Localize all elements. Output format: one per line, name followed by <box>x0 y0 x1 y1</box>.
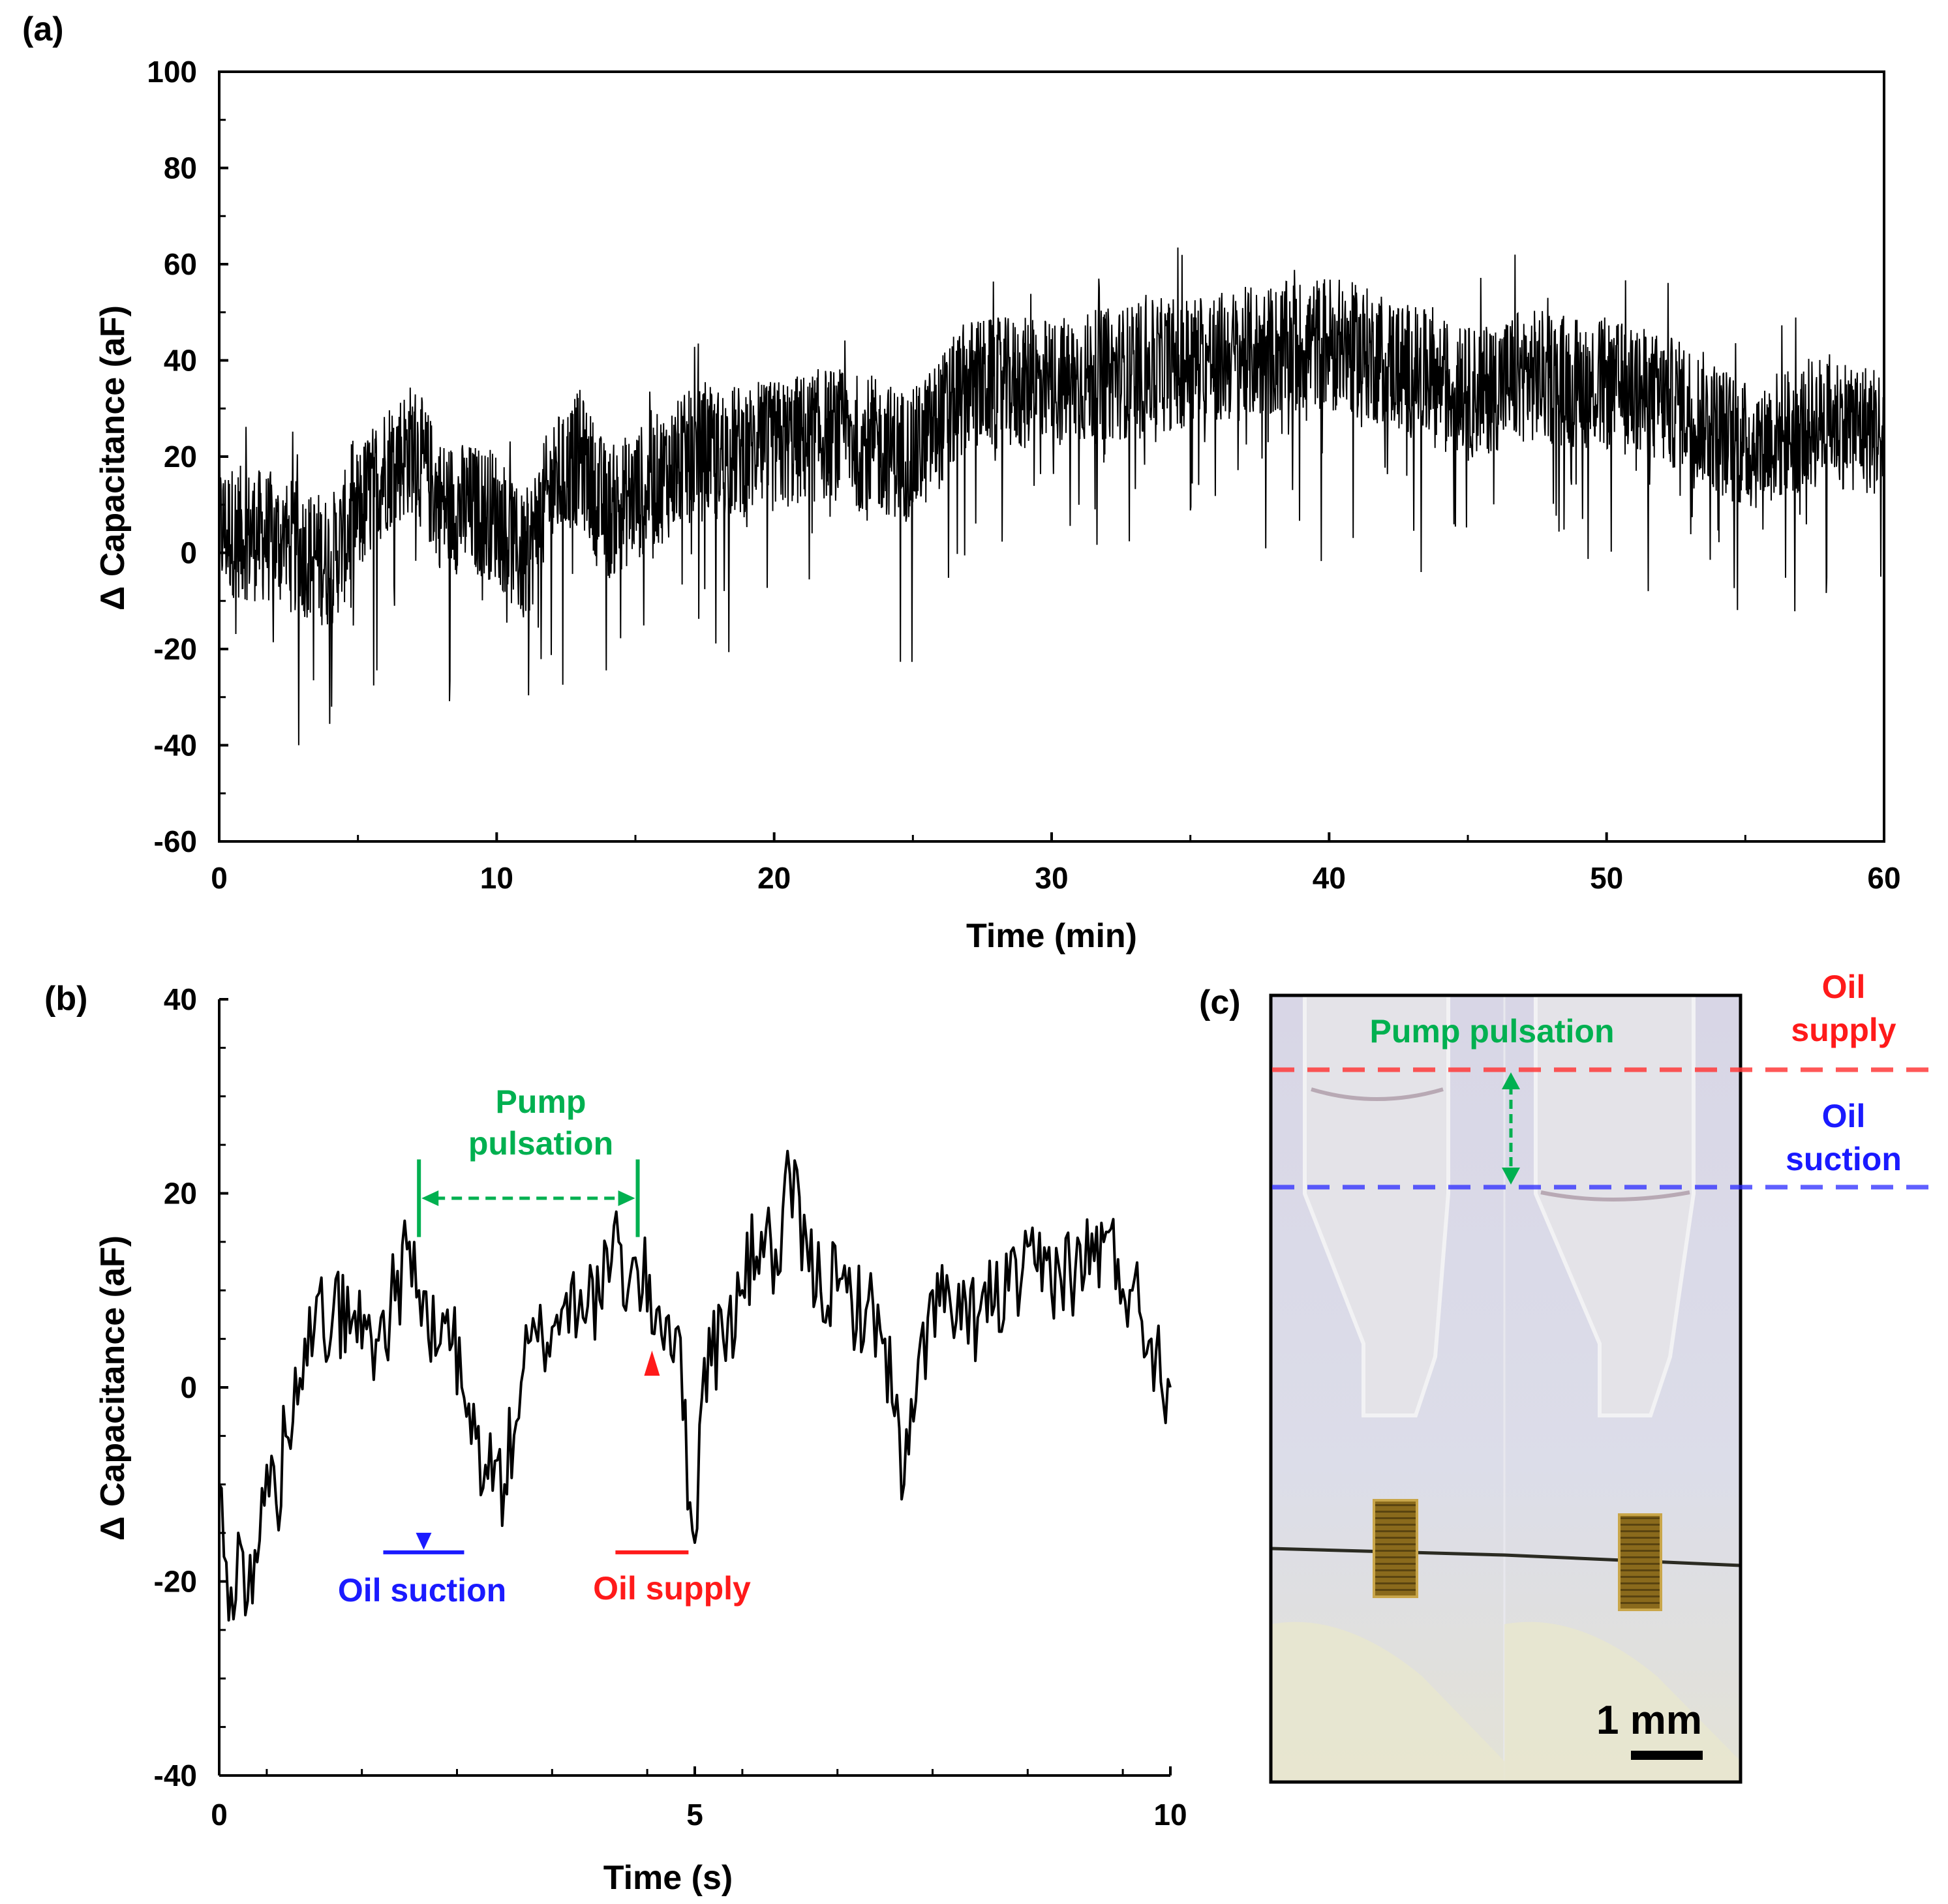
panel-b: (b) 0 5 10 -40 -20 0 20 40 Pump pulsation Oil … <box>44 980 1187 1897</box>
photo-electrode-right <box>1618 1513 1662 1611</box>
panel-b-y-tick: -20 <box>154 1565 197 1599</box>
panel-b-label: (b) <box>44 980 87 1018</box>
photo-frame <box>1269 993 1743 1784</box>
panel-a-x-tick-labels: 0 10 20 30 40 50 60 <box>211 832 1901 895</box>
panel-a-label: (a) <box>22 10 64 48</box>
panel-c-pump-arrowhead-up <box>1502 1072 1520 1089</box>
panel-b-y-tick: 20 <box>164 1177 197 1211</box>
panel-b-y-tick-labels: -40 -20 0 20 40 <box>154 982 228 1792</box>
panel-a-y-tick: 20 <box>164 440 197 474</box>
panel-c-oil-supply-line1: Oil <box>1822 969 1866 1005</box>
scale-bar-label: 1 mm <box>1596 1698 1702 1743</box>
photo-electrode-left <box>1373 1499 1418 1598</box>
panel-b-oil-suction-annotation: Oil suction <box>338 1397 506 1609</box>
panel-c-photo <box>1269 993 1743 1784</box>
panel-c-label: (c) <box>1199 984 1241 1021</box>
panel-c-pump-pulsation-label: Pump pulsation <box>1370 1013 1615 1050</box>
panel-b-x-tick: 0 <box>211 1798 228 1832</box>
panel-a-y-tick: 80 <box>164 151 197 185</box>
panel-b-pump-pulsation-line1: Pump <box>496 1083 586 1120</box>
panel-b-oil-supply-label: Oil supply <box>593 1570 751 1607</box>
photo-meniscus-left <box>1311 1087 1444 1101</box>
panel-c-pump-arrowhead-down <box>1502 1168 1520 1185</box>
panel-b-y-axis-title: Δ Capacitance (aF) <box>94 1235 132 1541</box>
panel-a-x-tick: 10 <box>480 861 513 895</box>
panel-b-oil-supply-annotation: Oil supply <box>593 1350 751 1607</box>
panel-b-pump-pulsation-line2: pulsation <box>468 1125 613 1162</box>
panel-a-y-tick: 0 <box>180 536 197 570</box>
panel-b-y-tick: -40 <box>154 1759 197 1792</box>
photo-channel-left <box>1303 993 1450 1417</box>
panel-b-suction-arrowhead <box>416 1532 432 1550</box>
panel-a-y-tick: -60 <box>154 824 197 858</box>
panel-c: (c) Pump pulsation <box>1199 969 1931 1784</box>
panel-a-x-tick: 30 <box>1035 861 1068 895</box>
panel-a-y-tick: -40 <box>154 729 197 763</box>
panel-b-minor-ticks-y <box>219 1046 226 1729</box>
panel-c-oil-supply-line2: supply <box>1791 1012 1896 1048</box>
panel-a-y-tick: 100 <box>147 55 197 89</box>
panel-b-oil-suction-label: Oil suction <box>338 1572 506 1609</box>
panel-a-y-axis-title: Δ Capacitance (aF) <box>94 305 132 611</box>
panel-a-minor-ticks-x <box>357 835 1746 841</box>
panel-b-x-tick: 5 <box>686 1798 703 1832</box>
panel-a-y-tick: -20 <box>154 632 197 666</box>
panel-b-x-tick-labels: 0 5 10 <box>211 1766 1187 1832</box>
photo-channel-right <box>1534 993 1696 1417</box>
panel-a-y-tick: 40 <box>164 344 197 378</box>
panel-a-y-tick: 60 <box>164 247 197 281</box>
panel-b-pump-arrowhead-right <box>618 1190 635 1206</box>
panel-a-x-tick: 0 <box>211 861 228 895</box>
panel-b-pump-arrowhead-left <box>421 1190 439 1206</box>
panel-a-y-tick-labels: -60 -40 -20 0 20 40 60 80 100 <box>147 55 228 858</box>
panel-b-x-axis-title: Time (s) <box>603 1859 733 1897</box>
panel-b-x-tick: 10 <box>1153 1798 1187 1832</box>
panel-c-oil-suction-line1: Oil <box>1822 1098 1866 1134</box>
panel-b-pump-pulsation-annotation: Pump pulsation <box>417 1083 640 1237</box>
photo-reservoir-right <box>1504 1622 1741 1782</box>
panel-b-plot-frame <box>219 999 1170 1776</box>
panel-b-y-tick: 40 <box>164 982 197 1016</box>
panel-a-series-line <box>219 247 1885 746</box>
panel-a-x-tick: 40 <box>1313 861 1346 895</box>
scale-bar <box>1631 1751 1703 1760</box>
panel-c-oil-suction-line2: suction <box>1786 1141 1902 1177</box>
panel-b-minor-ticks-x <box>266 1769 1124 1776</box>
panel-a-x-tick: 60 <box>1867 861 1900 895</box>
panel-b-y-tick: 0 <box>180 1370 197 1404</box>
panel-a: (a) 0 10 20 30 40 50 60 -60-40-20020406080100 … <box>22 10 1901 955</box>
panel-b-supply-arrowhead <box>644 1350 660 1376</box>
photo-meniscus-right <box>1540 1190 1690 1201</box>
panel-b-series-line <box>218 1149 1172 1622</box>
panel-a-x-axis-title: Time (min) <box>966 917 1137 955</box>
panel-a-x-tick: 50 <box>1590 861 1623 895</box>
panel-a-x-tick: 20 <box>757 861 791 895</box>
photo-reservoir-left <box>1271 1622 1504 1782</box>
